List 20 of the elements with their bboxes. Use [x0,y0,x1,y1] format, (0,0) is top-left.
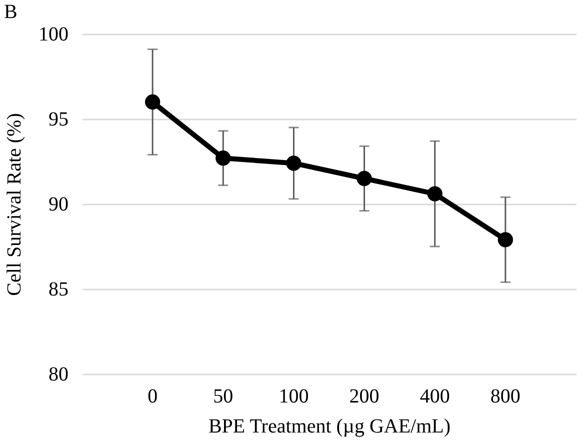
y-tick-label: 80 [48,364,68,386]
point [144,94,160,110]
x-tick-label: 800 [490,386,520,408]
point [356,170,372,186]
x-tick-label: 50 [213,386,234,408]
y-tick-label: 100 [38,24,68,46]
x-tick-label: 200 [349,386,380,408]
point [216,150,231,166]
point [427,186,442,202]
x-axis-title: BPE Treatment (µg GAE/mL) [208,416,451,438]
x-tick-label: 400 [420,386,450,408]
x-tick-label: 0 [148,386,158,408]
text: B [4,1,18,23]
point [498,232,514,248]
point [286,156,302,171]
y-tick-label: 95 [48,108,68,130]
y-tick-label: 85 [48,278,68,300]
x-tick-label: 100 [278,386,309,408]
y-axis-title: Cell Survival Rate (%) [4,113,26,296]
y-tick-label: 90 [48,194,68,216]
